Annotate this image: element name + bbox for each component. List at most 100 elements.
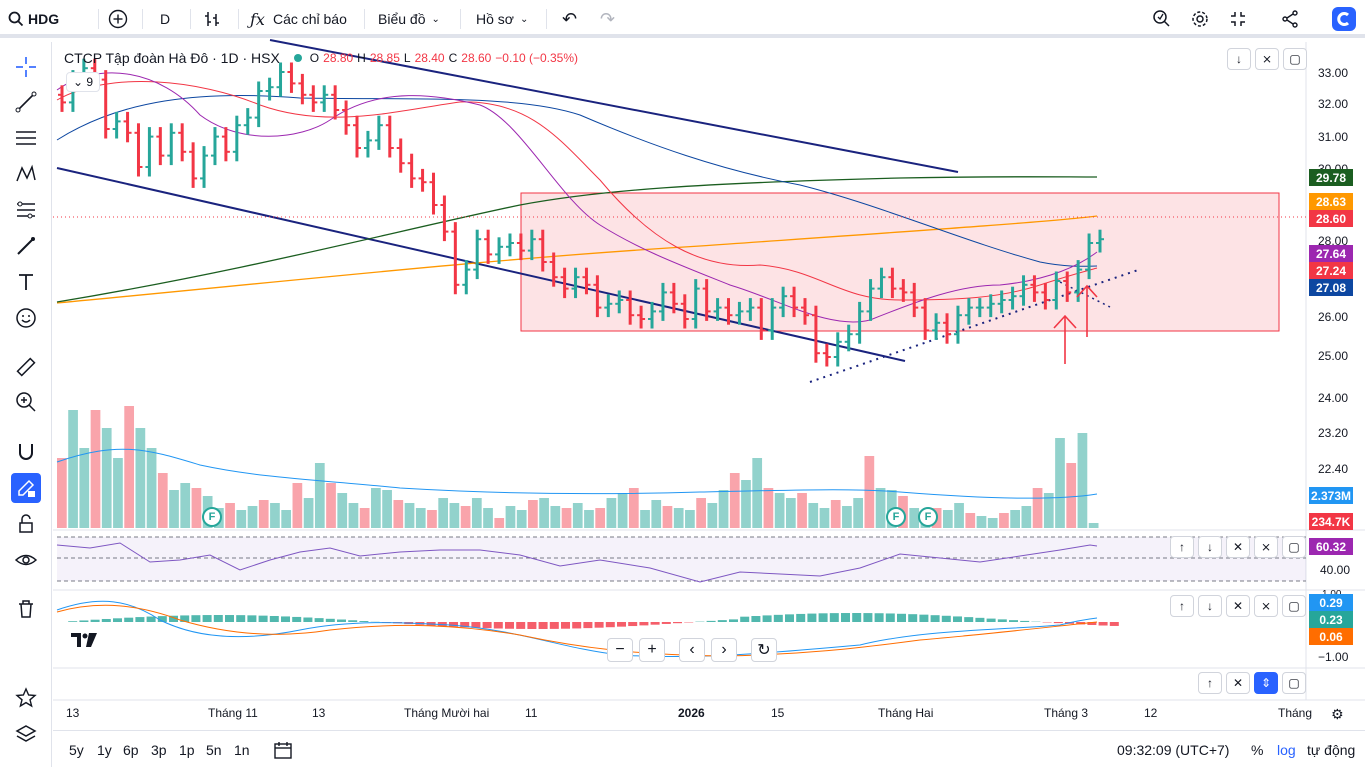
volume-bar <box>618 493 628 528</box>
price-axis-label: 33.00 <box>1318 66 1348 80</box>
macd-bar <box>494 622 503 629</box>
range-3m[interactable]: 3p <box>151 731 167 768</box>
volume-bar <box>730 473 740 528</box>
range-5d[interactable]: 5n <box>206 731 222 768</box>
clock-timezone[interactable]: 09:32:09 (UTC+7) <box>1117 731 1229 768</box>
volume-bar <box>842 506 852 528</box>
collapse-pane-button[interactable]: ⨯ <box>1255 48 1279 70</box>
macd-move-up-button[interactable]: ↑ <box>1170 595 1194 617</box>
rsi-tag: 60.32 <box>1309 538 1353 555</box>
macd-collapse-button[interactable]: ⨯ <box>1254 595 1278 617</box>
macd-bar <box>718 620 727 622</box>
pane-delete-button[interactable]: ✕ <box>1226 672 1250 694</box>
chevron-right-icon: › <box>721 641 726 659</box>
macd-bar <box>359 621 368 622</box>
goto-date-button[interactable] <box>273 731 293 768</box>
volume-bar <box>438 498 448 528</box>
macd-bar <box>572 622 581 628</box>
volume-bar <box>831 500 841 528</box>
price-tag: 29.78 <box>1309 169 1353 186</box>
volume-bar <box>192 488 202 528</box>
zoom-in-button[interactable]: + <box>639 638 665 662</box>
rsi-move-up-button[interactable]: ↑ <box>1170 536 1194 558</box>
range-5y[interactable]: 5y <box>69 731 84 768</box>
indicators-count: 9 <box>86 75 93 89</box>
macd-bar <box>583 622 592 628</box>
volume-bar <box>461 506 471 528</box>
time-axis-label: 11 <box>525 706 537 720</box>
bottom-toolbar: 5y 1y 6p 3p 1p 5n 1n 09:32:09 (UTC+7) % … <box>53 730 1365 767</box>
collapse-icon: ⨯ <box>1261 540 1271 554</box>
macd-bar <box>729 619 738 622</box>
volume-bar <box>528 500 538 528</box>
macd-bar <box>931 615 940 622</box>
scroll-left-button[interactable]: ‹ <box>679 638 705 662</box>
rsi-maximize-button[interactable]: ▢ <box>1282 536 1306 558</box>
rectangle-drawing[interactable] <box>521 193 1279 331</box>
volume-bar <box>360 508 370 528</box>
signal-line <box>57 605 1097 656</box>
volume-bar <box>640 510 650 528</box>
volume-bar <box>259 500 269 528</box>
volume-bar <box>337 493 347 528</box>
time-axis-label: 13 <box>312 706 325 720</box>
tradingview-logo[interactable] <box>66 626 102 654</box>
volume-bar <box>483 508 493 528</box>
scroll-right-button[interactable]: › <box>711 638 737 662</box>
volume-bar <box>158 473 168 528</box>
close-icon: ✕ <box>1233 599 1243 613</box>
range-6m[interactable]: 6p <box>123 731 139 768</box>
macd-bar <box>785 614 794 622</box>
percent-toggle[interactable]: % <box>1251 731 1263 768</box>
financials-marker[interactable]: F <box>202 507 222 527</box>
volume-bar <box>808 503 818 528</box>
macd-maximize-button[interactable]: ▢ <box>1282 595 1306 617</box>
pane-move-up-button[interactable]: ↑ <box>1198 672 1222 694</box>
change-value: −0.10 (−0.35%) <box>495 51 578 65</box>
financials-marker[interactable]: F <box>886 507 906 527</box>
rsi-move-down-button[interactable]: ↓ <box>1198 536 1222 558</box>
volume-bar <box>741 480 751 528</box>
macd-bar <box>875 613 884 622</box>
macd-bar <box>987 619 996 622</box>
volume-bar <box>629 488 639 528</box>
rsi-collapse-button[interactable]: ⨯ <box>1254 536 1278 558</box>
macd-delete-button[interactable]: ✕ <box>1226 595 1250 617</box>
axis-settings-button[interactable]: ⚙ <box>1331 706 1344 723</box>
pane-maximize-button[interactable]: ▢ <box>1282 672 1306 694</box>
macd-move-down-button[interactable]: ↓ <box>1198 595 1222 617</box>
reset-chart-button[interactable]: ↻ <box>751 638 777 662</box>
macd-bar <box>662 622 671 624</box>
price-tag: 27.08 <box>1309 279 1353 296</box>
macd-bar <box>68 621 77 622</box>
range-1y[interactable]: 1y <box>97 731 112 768</box>
macd-line <box>57 601 1097 656</box>
volume-bar <box>954 503 964 528</box>
zoom-out-button[interactable]: − <box>607 638 633 662</box>
plus-icon: + <box>647 641 656 659</box>
auto-scale-toggle[interactable]: tự động <box>1307 731 1355 768</box>
maximize-pane-button[interactable]: ▢ <box>1283 48 1307 70</box>
volume-bar <box>57 458 67 528</box>
rsi-delete-button[interactable]: ✕ <box>1226 536 1250 558</box>
macd-bar <box>863 613 872 622</box>
volume-bar <box>450 503 460 528</box>
low-label: L <box>404 51 411 65</box>
range-1d[interactable]: 1n <box>234 731 250 768</box>
financials-marker[interactable]: F <box>918 507 938 527</box>
pane-collapse-button[interactable]: ⇕ <box>1254 672 1278 694</box>
close-value: 28.60 <box>461 51 491 65</box>
log-toggle[interactable]: log <box>1277 731 1296 768</box>
macd-bar <box>751 616 760 622</box>
indicators-toggle[interactable]: ⌄ 9 <box>66 72 100 92</box>
macd-bar <box>1099 622 1108 626</box>
high-label: H <box>357 51 366 65</box>
volume-bar <box>494 518 504 528</box>
legend-title[interactable]: CTCP Tập đoàn Hà Đô · 1D · HSX <box>64 50 280 66</box>
volume-bar <box>236 510 246 528</box>
macd-bar <box>550 622 559 629</box>
volume-bar <box>562 508 572 528</box>
reset-icon: ↻ <box>757 640 770 660</box>
move-down-button[interactable]: ↓ <box>1227 48 1251 70</box>
range-1m[interactable]: 1p <box>179 731 195 768</box>
